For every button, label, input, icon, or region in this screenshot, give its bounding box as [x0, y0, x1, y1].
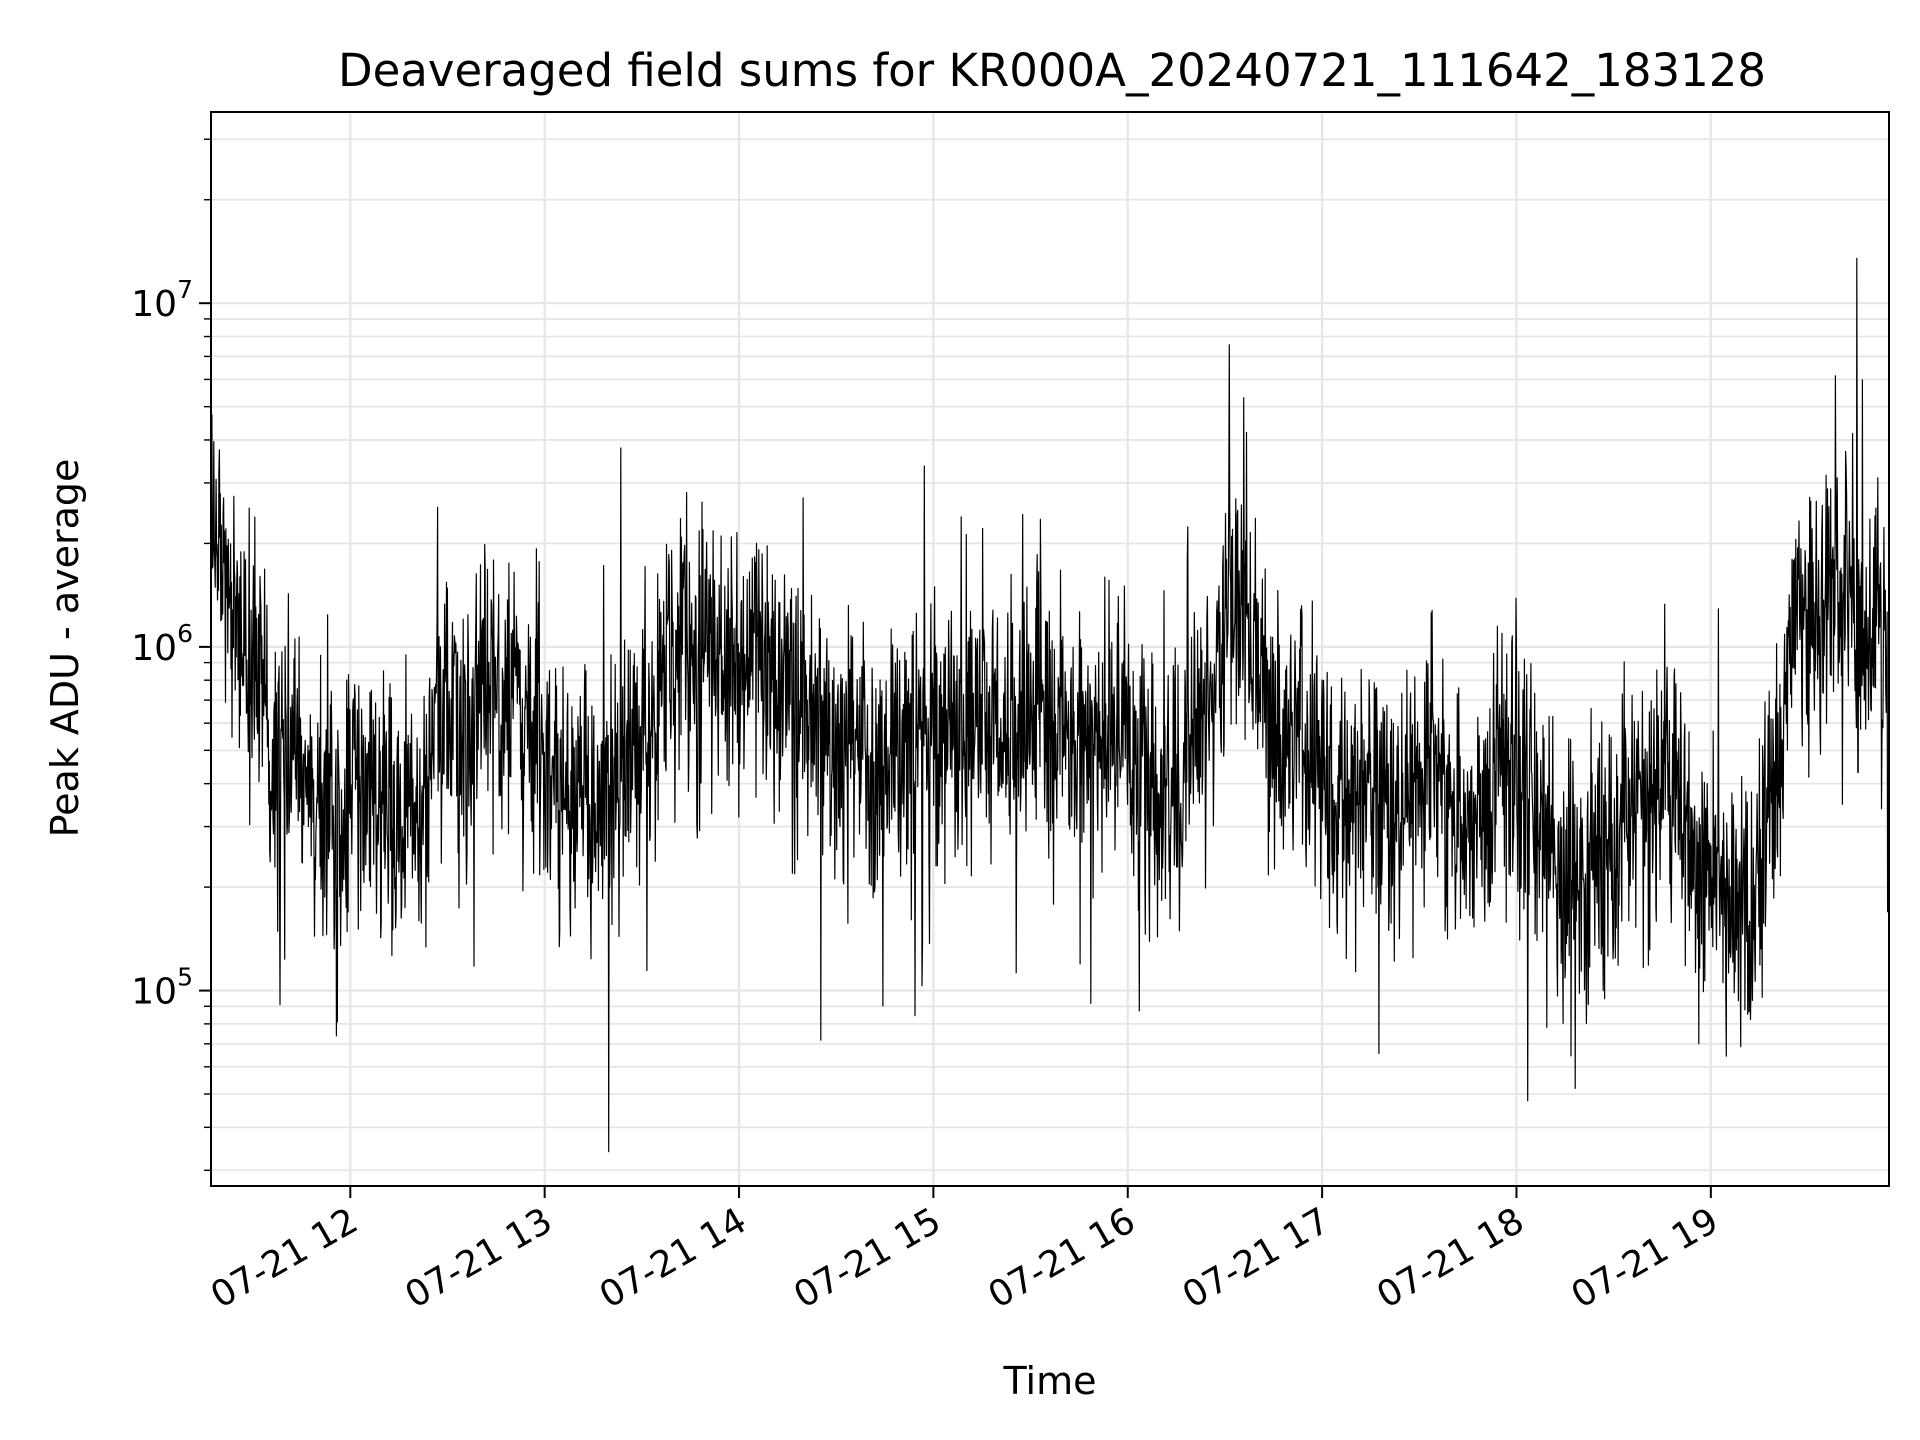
y-axis-label: Peak ADU - average — [43, 459, 87, 838]
x-tick-label: 07-21 12 — [204, 1200, 365, 1316]
y-tick-label: 105 — [131, 963, 193, 1013]
series-line-group — [210, 257, 1890, 1153]
x-tick-label: 07-21 13 — [398, 1200, 559, 1316]
x-tick-label: 07-21 17 — [1176, 1200, 1337, 1316]
x-tick-label: 07-21 19 — [1565, 1200, 1726, 1316]
series-line — [210, 257, 1890, 1153]
y-tick-label: 106 — [131, 619, 193, 669]
x-axis-label: Time — [1003, 1359, 1097, 1403]
y-tick-label: 107 — [131, 275, 193, 325]
plot-frame — [210, 111, 1890, 1187]
x-tick-label: 07-21 14 — [593, 1200, 754, 1316]
x-tick-label: 07-21 15 — [787, 1200, 948, 1316]
chart-title: Deaveraged field sums for KR000A_2024072… — [338, 44, 1766, 97]
x-tick-label: 07-21 18 — [1370, 1200, 1531, 1316]
x-tick-label: 07-21 16 — [982, 1200, 1143, 1316]
